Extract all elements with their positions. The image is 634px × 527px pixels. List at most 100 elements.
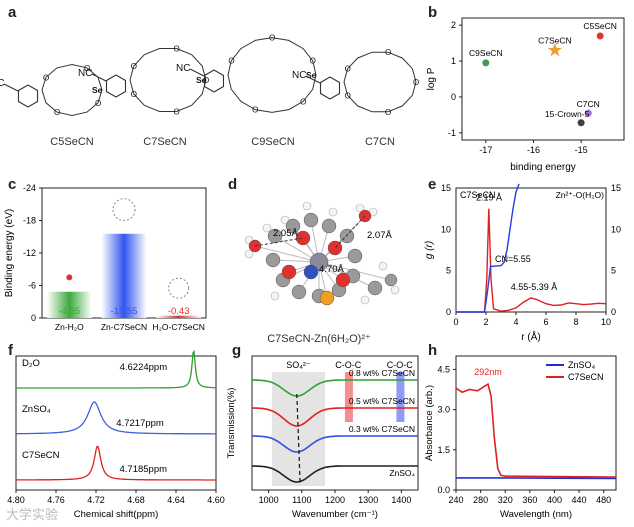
uv-spectrum-0 (456, 478, 616, 479)
legend-label: ZnSO₄ (568, 360, 596, 370)
oxygen-atom: O (413, 78, 419, 87)
peak-label: 4.7217ppm (116, 418, 164, 429)
oxygen-atom: O (385, 108, 391, 117)
y-tick-label: 15 (441, 183, 451, 193)
x-tick-label: 0 (453, 317, 458, 327)
nmr-chart: 4.80 4.76 4.72 4.68 4.64 4.60 Chemical shift(p… (0, 342, 225, 527)
x-tick-label: 240 (448, 495, 463, 505)
bar-value-label: -0.43 (168, 306, 190, 317)
series-line-0 (456, 209, 606, 312)
x-tick-label: 1000 (259, 495, 279, 505)
x-tick-label: -16 (527, 145, 540, 155)
y-axis-label: log P (426, 67, 437, 90)
molecule-name-c9secn: C9SeCN (228, 136, 318, 148)
spectrum-label: 0.3 wt% C7SeCN (349, 424, 415, 434)
bar-value-label: -15.55 (111, 306, 138, 317)
hydrogen-atom (303, 202, 311, 210)
y-tick-label: 1.5 (437, 445, 450, 455)
hydrogen-atom (391, 286, 399, 294)
bar-value-label: -4.85 (59, 306, 81, 317)
binding-energy-bar-chart: -24 -18 -12 -6 0 Binding energy (eV) -4.85 Zn-H… (0, 176, 210, 346)
benzene-ring (107, 75, 126, 97)
atom (282, 265, 296, 279)
x-axis-label: Chemical shift(ppm) (74, 509, 158, 520)
y-tick-label: 0.0 (437, 485, 450, 495)
y-axis-label: Binding energy (eV) (4, 209, 15, 297)
atom (368, 281, 382, 295)
distance-label: 2.05Å (273, 228, 298, 239)
spectrum-name: C7SeCN (22, 450, 60, 461)
nitrile-label: NC (292, 70, 306, 81)
hydrogen-atom (379, 262, 387, 270)
x-tick-label: -17 (479, 145, 492, 155)
x-tick-label: 480 (596, 495, 611, 505)
x-tick-label: 1300 (358, 495, 378, 505)
y-axis-label: g (r) (424, 241, 435, 259)
atom (292, 285, 306, 299)
oxygen-atom: O (269, 34, 275, 43)
distance-label: 4.70Å (319, 264, 344, 275)
x-tick-label: 4.72 (87, 495, 105, 505)
selenium-atom: Se (196, 75, 207, 85)
spectrum-label: ZnSO₄ (389, 468, 415, 478)
atom (320, 291, 334, 305)
x-tick-label: 8 (573, 317, 578, 327)
x-tick-label: 1400 (391, 495, 411, 505)
x-tick-label: 4 (513, 317, 518, 327)
x-axis-label: Wavelength (nm) (500, 509, 572, 520)
nitrile-bond (4, 84, 18, 91)
legend-label: C7SeCN (568, 372, 604, 382)
ftir-chart: 1000 1100 1200 1300 1400Wavenumber (cm⁻¹)Tra… (222, 342, 422, 527)
oxygen-atom: O (131, 62, 137, 71)
point-label: C7SeCN (538, 35, 572, 45)
atom (304, 265, 318, 279)
md-snapshot: 2.07Å 2.05Å 4.70Å C7SeCN-Zn(6H₂O)²⁺ (215, 176, 430, 346)
y-tick-label: 3.0 (437, 405, 450, 415)
logp-scatter-chart: -17 -16 -15-1012binding energylog PC9SeCNC… (420, 0, 634, 180)
uv-vis-chart: 240 280 320 360 400 440 4800.01.53.04.5Wavelen… (420, 342, 634, 527)
distance-line (335, 216, 365, 248)
y-tick-label: -6 (28, 281, 36, 291)
complex-molecule-glyph (113, 199, 135, 221)
x-category-label: Zn-H₂O (55, 322, 84, 332)
oxygen-atom: O (173, 107, 179, 116)
water-molecule-glyph (66, 274, 72, 280)
x-tick-label: 2 (483, 317, 488, 327)
oxygen-atom: O (252, 106, 258, 115)
y-tick-label: 4.5 (437, 364, 450, 374)
selenium-atom: Se (92, 85, 103, 95)
y-tick-label: -24 (23, 183, 36, 193)
watermark-text: 大学实验 (6, 504, 58, 523)
right-axis-title: Zn²⁺-O(H₂O) (556, 190, 605, 200)
shell-annotation: 4.55-5.39 Å (511, 282, 558, 292)
oxygen-atom: O (385, 48, 391, 57)
atom (304, 213, 318, 227)
molecule-name-c5secn: C5SeCN (27, 136, 117, 148)
plot-frame (456, 188, 606, 312)
nitrile-label: NC (176, 63, 190, 74)
molecule-name-c7secn: C7SeCN (120, 136, 210, 148)
oxygen-atom: O (310, 57, 316, 66)
spectrum-label: 0.5 wt% C7SeCN (349, 396, 415, 406)
nitrile-label: NC (0, 78, 4, 89)
data-point (482, 59, 489, 66)
y-tick-label: 0 (446, 307, 451, 317)
y-tick-label: 0 (451, 92, 456, 102)
uv-spectrum-1 (456, 384, 616, 477)
oxygen-atom: O (43, 73, 49, 82)
point-label: C5SeCN (583, 21, 617, 31)
peak-label: 4.7185ppm (120, 464, 168, 475)
x-tick-label: 4.64 (167, 495, 185, 505)
peak-annotation: 292nm (474, 367, 502, 377)
complex-molecule-glyph (169, 278, 189, 298)
atom (385, 274, 397, 286)
x-tick-label: 1100 (292, 495, 311, 505)
band-label: SO₄²⁻ (286, 360, 311, 370)
nitrile-label: NC (78, 68, 92, 79)
y-tick-label: 5 (446, 266, 451, 276)
crown-ether-ring (344, 52, 416, 112)
atom (340, 229, 354, 243)
x-tick-label: 440 (572, 495, 587, 505)
y-tick-label: -18 (23, 216, 36, 226)
